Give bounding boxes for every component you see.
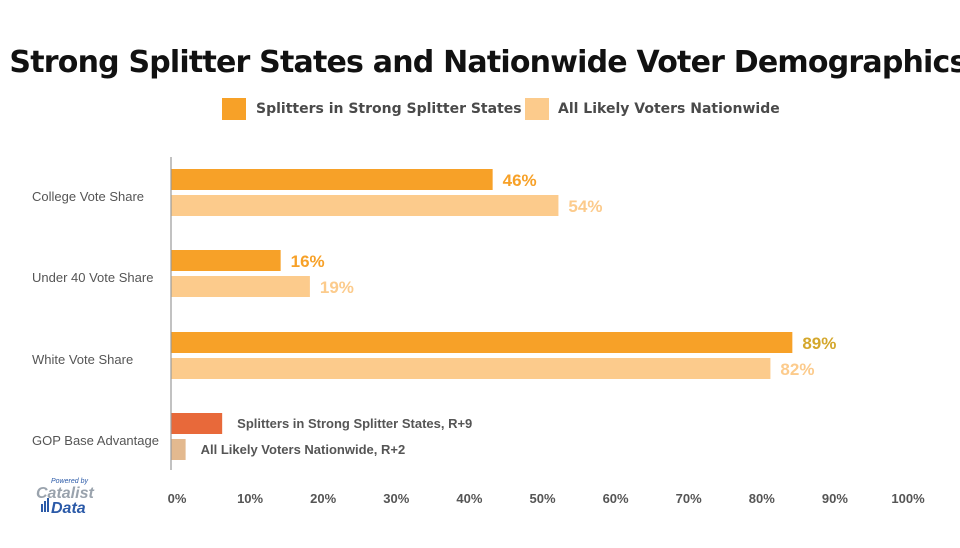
x-tick-label: 70% xyxy=(676,491,702,506)
bars-group xyxy=(171,169,793,460)
chart-title: Strong Splitter States and Nationwide Vo… xyxy=(9,45,960,80)
legend-label-2: All Likely Voters Nationwide xyxy=(558,101,780,117)
x-tick-label: 40% xyxy=(456,491,482,506)
bar xyxy=(171,169,493,190)
x-tick-label: 10% xyxy=(237,491,263,506)
x-tick-label: 60% xyxy=(603,491,629,506)
logo-bar-icon xyxy=(41,504,43,512)
bar xyxy=(171,276,310,297)
x-tick-label: 50% xyxy=(529,491,555,506)
data-label: 46% xyxy=(503,171,537,190)
x-tick-label: 100% xyxy=(891,491,925,506)
x-tick-label: 30% xyxy=(383,491,409,506)
data-label: 19% xyxy=(320,278,354,297)
legend-swatch-1 xyxy=(222,98,246,120)
bar xyxy=(171,358,771,379)
catalist-logo: Powered by Catalist Data xyxy=(36,478,94,517)
bar xyxy=(171,250,281,271)
annotation-label: All Likely Voters Nationwide, R+2 xyxy=(201,442,406,457)
data-label: 82% xyxy=(780,360,814,379)
bar xyxy=(171,413,223,434)
category-label: College Vote Share xyxy=(32,189,144,204)
bar xyxy=(171,195,559,216)
legend: Splitters in Strong Splitter States All L… xyxy=(222,98,780,120)
category-label: White Vote Share xyxy=(32,352,133,367)
category-label: GOP Base Advantage xyxy=(32,433,159,448)
data-label: 16% xyxy=(291,252,325,271)
data-label: 54% xyxy=(568,197,602,216)
logo-bar-icon xyxy=(44,501,46,512)
category-label: Under 40 Vote Share xyxy=(32,270,153,285)
logo-line2: Data xyxy=(51,500,86,517)
x-tick-label: 0% xyxy=(168,491,187,506)
logo-powered-by: Powered by xyxy=(51,478,88,485)
x-tick-label: 80% xyxy=(749,491,775,506)
labels-group: 46% 54% College Vote Share 16% 19% Under 40 V… xyxy=(32,171,836,457)
legend-swatch-2 xyxy=(525,98,549,120)
logo-bar-icon xyxy=(47,498,49,512)
bar xyxy=(171,332,793,353)
x-tick-label: 90% xyxy=(822,491,848,506)
logo-line1: Catalist xyxy=(36,485,94,502)
axis-group: 0% 10% 20% 30% 40% 50% 60% 70% 80% 90% 100% xyxy=(168,157,925,506)
annotation-label: Splitters in Strong Splitter States, R+9 xyxy=(237,416,472,431)
data-label: 89% xyxy=(802,334,836,353)
legend-label-1: Splitters in Strong Splitter States xyxy=(256,101,522,117)
bar xyxy=(171,439,186,460)
x-tick-label: 20% xyxy=(310,491,336,506)
